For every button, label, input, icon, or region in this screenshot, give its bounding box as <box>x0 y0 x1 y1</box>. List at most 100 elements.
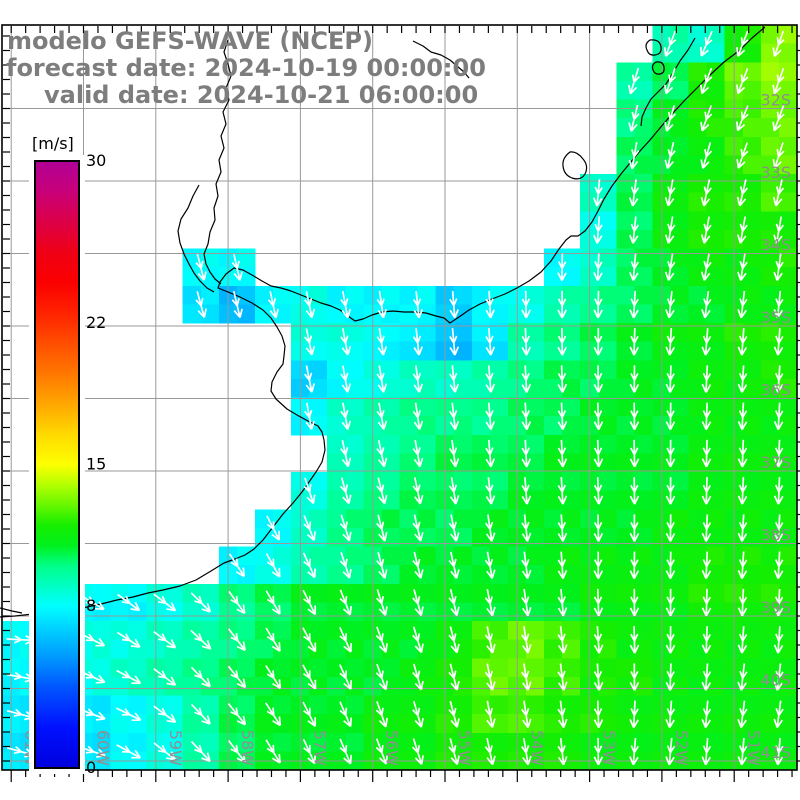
wave-cell <box>327 676 346 696</box>
wave-cell <box>760 25 780 45</box>
wave-cell <box>760 490 780 510</box>
wave-cell <box>778 229 798 249</box>
wave-cell <box>327 621 346 641</box>
wave-cell <box>742 639 762 659</box>
wind-arrow <box>79 632 106 647</box>
wave-cell <box>778 472 798 492</box>
wave-cell <box>760 602 780 622</box>
wind-arrow <box>664 142 676 170</box>
wave-cell <box>598 434 617 454</box>
wave-cell <box>562 304 581 324</box>
wind-arrow <box>593 551 604 579</box>
wave-cell <box>200 695 220 715</box>
wave-cell <box>417 360 437 380</box>
wind-arrow <box>629 290 639 319</box>
wind-arrow <box>665 477 676 505</box>
wave-cell <box>182 714 202 734</box>
wave-cell <box>309 714 328 734</box>
wave-cell <box>525 360 545 380</box>
wave-cell <box>471 639 491 659</box>
wave-cell <box>254 621 274 641</box>
wave-cell <box>309 397 328 417</box>
wave-cell <box>706 565 726 585</box>
wave-cell <box>616 621 635 641</box>
wave-cell <box>634 378 653 398</box>
wave-cell <box>254 565 274 585</box>
wave-cell <box>778 285 798 305</box>
wind-arrow <box>340 440 352 468</box>
wind-arrow <box>448 700 460 728</box>
wind-arrow <box>557 402 568 431</box>
wave-cell <box>345 472 364 492</box>
wave-cell <box>236 583 256 603</box>
wave-cell <box>742 695 762 715</box>
wave-cell <box>544 639 563 659</box>
wave-cell <box>164 583 184 603</box>
wave-cell <box>598 397 617 417</box>
wave-cell <box>110 714 129 734</box>
wave-cell <box>327 732 346 752</box>
wave-cell <box>670 583 690 603</box>
wind-arrow <box>485 290 495 319</box>
wave-cell <box>562 509 581 529</box>
wave-cell <box>309 732 328 752</box>
wave-cell <box>345 714 364 734</box>
wave-cell <box>254 602 274 622</box>
wave-cell <box>345 602 364 622</box>
wave-cell <box>634 118 653 138</box>
wave-cell <box>742 155 762 175</box>
wave-cell <box>634 267 653 287</box>
wave-cell <box>417 658 437 678</box>
wave-cell <box>399 378 419 398</box>
wind-arrow <box>412 589 424 616</box>
wave-cell <box>778 527 798 547</box>
wave-cell <box>381 472 400 492</box>
wave-cell <box>616 509 635 529</box>
wind-arrow <box>412 402 424 430</box>
wave-cell <box>760 732 780 752</box>
wave-cell <box>760 416 780 436</box>
wind-arrow <box>304 402 315 430</box>
wave-cell <box>616 714 635 734</box>
wind-arrow <box>629 737 640 766</box>
wave-cell <box>688 43 708 63</box>
wind-arrow <box>773 402 784 431</box>
wave-cell <box>742 676 762 696</box>
wind-arrow <box>629 588 640 617</box>
wave-cell <box>544 267 563 287</box>
wave-cell <box>616 360 635 380</box>
wind-arrow <box>629 626 640 654</box>
wave-cell <box>670 602 690 622</box>
wind-arrow <box>521 626 532 654</box>
wind-arrow <box>557 700 568 728</box>
wave-cell <box>688 155 708 175</box>
wave-cell <box>381 304 400 324</box>
wave-cell <box>525 416 545 436</box>
wave-cell <box>381 509 400 529</box>
wind-arrow <box>339 626 353 653</box>
lat-label: 40S <box>760 671 791 690</box>
wave-cell <box>688 80 708 100</box>
wave-cell <box>562 378 581 398</box>
wind-arrow <box>737 365 748 393</box>
wind-arrow <box>593 514 604 542</box>
wave-cell <box>381 397 400 417</box>
wind-arrow <box>227 703 247 726</box>
wave-cell <box>562 453 581 473</box>
wave-cell <box>706 695 726 715</box>
wave-cell <box>399 565 419 585</box>
wave-cell <box>200 621 220 641</box>
lat-label: 36S <box>760 381 791 400</box>
wave-cell <box>345 732 364 752</box>
wind-arrow <box>628 179 640 207</box>
wave-cell <box>562 341 581 361</box>
wind-arrow <box>593 290 603 319</box>
wave-cell <box>110 621 129 641</box>
wave-cell <box>616 341 635 361</box>
wind-arrow <box>265 627 281 652</box>
wave-cell <box>562 583 581 603</box>
wave-cell <box>489 360 509 380</box>
wave-cell <box>616 211 635 231</box>
wave-cell <box>471 304 491 324</box>
wave-cell <box>309 565 328 585</box>
